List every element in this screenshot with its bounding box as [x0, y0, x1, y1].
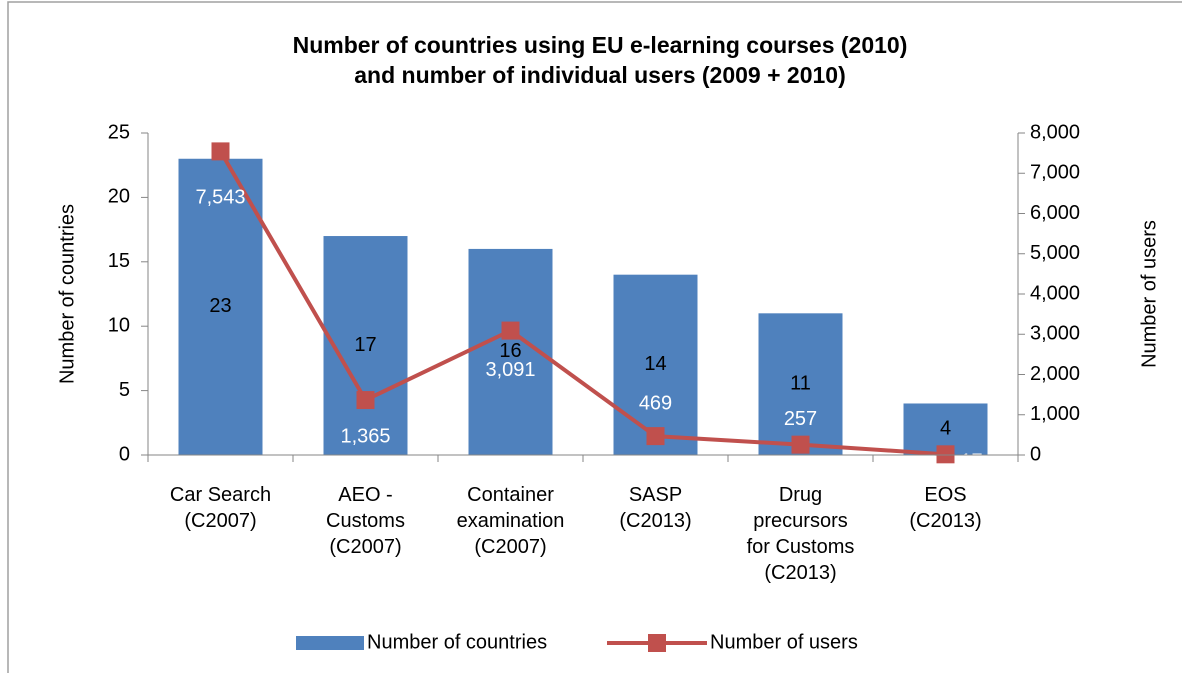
legend-label: Number of countries	[367, 631, 547, 653]
chart-title: Number of countries using EU e-learning …	[293, 32, 908, 88]
line-value-label: 7,543	[195, 187, 245, 209]
line-marker	[646, 427, 665, 446]
bar-value-label: 14	[644, 353, 666, 375]
legend-label: Number of users	[710, 631, 858, 653]
y2-tick-label: 7,000	[1030, 162, 1080, 184]
line-marker	[501, 321, 520, 340]
bar-value-label: 11	[790, 372, 811, 394]
x-tick-label: AEO -Customs (C2007)	[326, 484, 405, 558]
legend-swatch	[648, 634, 666, 652]
bar-value-label: 16	[499, 340, 521, 362]
y-tick-label: 15	[108, 250, 130, 272]
y-tick-label: 25	[108, 121, 130, 143]
line-marker	[356, 391, 375, 410]
y-tick-label: 20	[108, 186, 130, 208]
x-tick-label: Car Search (C2007)	[170, 484, 271, 532]
y2-tick-label: 3,000	[1030, 323, 1080, 345]
x-tick-label: Drug precursors for Customs (C2013)	[747, 484, 855, 584]
y-tick-label: 10	[108, 314, 130, 336]
line	[218, 150, 946, 457]
bar	[178, 158, 263, 455]
legend-swatch	[296, 636, 364, 650]
y2-axis-label: Number of users	[1138, 220, 1160, 368]
x-tick-label: Container examination (C2007)	[457, 484, 565, 558]
y2-tick-label: 8,000	[1030, 121, 1080, 143]
y-tick-label: 0	[119, 443, 130, 465]
bar	[613, 274, 698, 455]
y2-tick-label: 6,000	[1030, 202, 1080, 224]
y2-tick-label: 5,000	[1030, 242, 1080, 264]
line-value-label: 1,365	[340, 425, 390, 447]
line-value-label: 17	[960, 451, 982, 473]
line-value-label: 469	[639, 392, 672, 414]
line-value-label: 257	[784, 408, 817, 430]
y-axis-label: Number of countries	[56, 204, 78, 384]
y-tick-label: 5	[119, 379, 130, 401]
x-tick-label: EOS (C2013)	[909, 484, 981, 532]
bar-value-label: 23	[209, 295, 231, 317]
bar	[323, 236, 408, 455]
line-marker	[211, 142, 230, 161]
bar-value-label: 17	[354, 334, 376, 356]
line-marker	[936, 445, 955, 464]
y2-tick-label: 0	[1030, 443, 1041, 465]
bar	[758, 313, 843, 455]
bar-value-label: 4	[940, 418, 951, 440]
y2-tick-label: 1,000	[1030, 403, 1080, 425]
line-value-label: 3,091	[485, 359, 535, 381]
y2-tick-label: 2,000	[1030, 363, 1080, 385]
line-marker	[791, 435, 810, 454]
y2-tick-label: 4,000	[1030, 282, 1080, 304]
x-tick-label: SASP (C2013)	[619, 484, 691, 532]
